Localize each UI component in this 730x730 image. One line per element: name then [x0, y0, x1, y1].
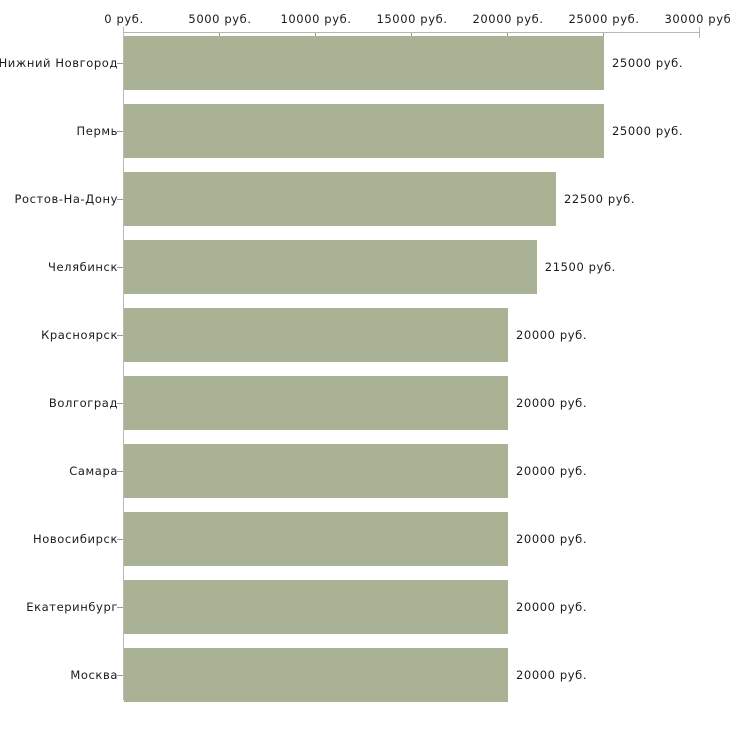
bar-value-label: 20000 руб. — [516, 396, 588, 410]
bar[interactable] — [124, 376, 508, 430]
y-axis-tick — [117, 131, 123, 132]
bar[interactable] — [124, 648, 508, 702]
bar[interactable] — [124, 308, 508, 362]
x-axis-tick-label: 0 руб. — [104, 12, 144, 26]
y-axis-tick — [117, 63, 123, 64]
y-axis-line — [123, 32, 124, 700]
x-axis-line — [123, 32, 700, 33]
bar[interactable] — [124, 580, 508, 634]
y-axis-category-label: Самара — [69, 464, 118, 478]
y-axis-category-label: Новосибирск — [32, 532, 118, 546]
y-axis-tick — [117, 199, 123, 200]
y-axis-tick — [117, 471, 123, 472]
x-axis-tick-label: 10000 руб. — [280, 12, 352, 26]
x-axis-tick-label: 5000 руб. — [188, 12, 252, 26]
x-axis-tick-label: 20000 руб. — [472, 12, 544, 26]
y-axis-category-label: Нижний Новгород — [0, 56, 118, 70]
bar-value-label: 22500 руб. — [564, 192, 636, 206]
x-axis-tick-label: 25000 руб. — [568, 12, 640, 26]
x-axis-tick-label: 15000 руб. — [376, 12, 448, 26]
y-axis-category-label: Красноярск — [41, 328, 118, 342]
bar-value-label: 25000 руб. — [612, 124, 684, 138]
bar[interactable] — [124, 444, 508, 498]
x-axis-tick — [699, 27, 700, 38]
y-axis-tick — [117, 335, 123, 336]
bar[interactable] — [124, 512, 508, 566]
bar-value-label: 25000 руб. — [612, 56, 684, 70]
bar[interactable] — [124, 172, 556, 226]
bar-value-label: 21500 руб. — [544, 260, 616, 274]
bar-value-label: 20000 руб. — [516, 328, 588, 342]
bar-value-label: 20000 руб. — [516, 464, 588, 478]
bar-value-label: 20000 руб. — [516, 668, 588, 682]
y-axis-category-label: Челябинск — [48, 260, 118, 274]
y-axis-tick — [117, 675, 123, 676]
y-axis-tick — [117, 403, 123, 404]
y-axis-tick — [117, 607, 123, 608]
y-axis-tick — [117, 539, 123, 540]
bar[interactable] — [124, 36, 604, 90]
y-axis-tick — [117, 267, 123, 268]
bar-value-label: 20000 руб. — [516, 532, 588, 546]
x-axis-tick-label: 30000 руб. — [664, 12, 730, 26]
y-axis-category-label: Ростов-На-Дону — [14, 192, 118, 206]
bar[interactable] — [124, 104, 604, 158]
bar[interactable] — [124, 240, 537, 294]
y-axis-category-label: Москва — [70, 668, 118, 682]
bar-value-label: 20000 руб. — [516, 600, 588, 614]
y-axis-category-label: Пермь — [76, 124, 118, 138]
y-axis-category-label: Волгоград — [48, 396, 118, 410]
y-axis-category-label: Екатеринбург — [26, 600, 118, 614]
